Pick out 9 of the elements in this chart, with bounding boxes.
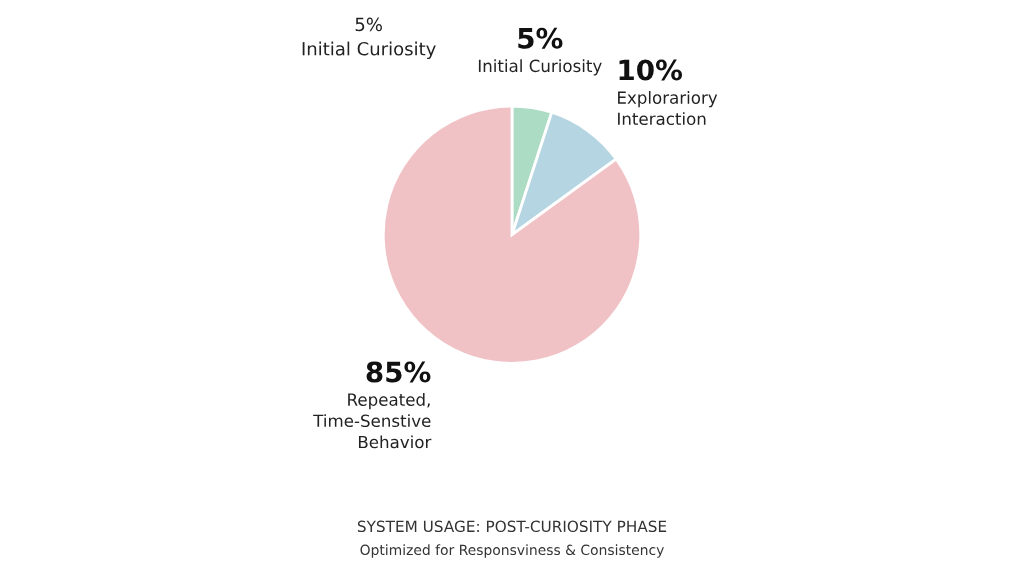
text: SYSTEM USAGE: POST-CURIOSITY PHASE: [357, 520, 667, 533]
slice-label: Initial Curiosity: [478, 59, 602, 76]
text: Optimized for Responsviness & Consistency: [360, 544, 664, 558]
data-label: 85%: [366, 361, 431, 383]
text: 5% Initial Curiosity: [302, 17, 436, 60]
slice-label: Explorariory Interaction: [618, 91, 718, 126]
slice-label: Repeated, Time-Senstive Behavior: [313, 393, 432, 449]
data-label: 5%: [518, 27, 563, 49]
data-label: 10%: [619, 59, 683, 81]
